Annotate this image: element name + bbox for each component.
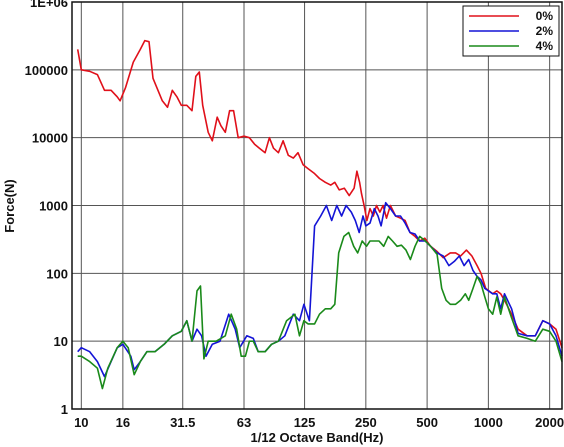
x-tick-label: 500 [416, 415, 438, 430]
plot-frame [71, 1, 563, 410]
x-tick-label: 1000 [474, 415, 503, 430]
y-tick-label: 100 [46, 266, 68, 281]
y-tick-label: 1 [61, 402, 68, 417]
x-tick-label: 250 [355, 415, 377, 430]
legend-label: 0% [536, 9, 554, 23]
x-tick-label: 125 [294, 415, 316, 430]
x-tick-label: 63 [237, 415, 251, 430]
legend: 0%2%4% [462, 5, 560, 57]
y-tick-label: 1E+06 [30, 0, 68, 10]
legend-label: 2% [536, 24, 554, 38]
x-tick-label: 10 [74, 415, 88, 430]
y-tick-label: 10 [54, 334, 68, 349]
series-line-1 [76, 39, 563, 348]
y-tick-label: 1000 [39, 199, 68, 214]
x-axis-label: 1/12 Octave Band(Hz) [251, 430, 384, 445]
series-lines [76, 39, 563, 390]
x-tick-label: 16 [116, 415, 130, 430]
series-line-3 [77, 231, 563, 390]
tick-labels: 1 10 100 1000 10000 100000 1E+06 10 16 31.5 63 125 2… [25, 0, 564, 430]
y-axis-label: Force(N) [2, 179, 17, 232]
x-tick-label: 31.5 [170, 415, 195, 430]
legend-label: 4% [536, 39, 554, 53]
x-tick-label: 2000 [535, 415, 564, 430]
y-tick-label: 10000 [32, 131, 68, 146]
y-tick-label: 100000 [25, 63, 68, 78]
